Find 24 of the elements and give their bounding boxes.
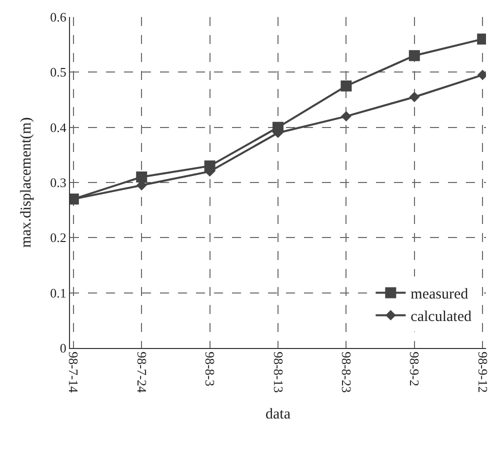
x-axis-title: data [266,406,291,422]
x-tick-label: 98-9-12 [475,352,490,393]
legend-label: measured [410,286,469,303]
y-tick-label: 0 [60,340,66,356]
point [408,50,420,62]
legend-label: calculated [410,309,472,326]
y-tick-label: 0.6 [50,10,67,25]
y-tick-label: 0.5 [50,64,66,80]
point [341,111,352,122]
point [477,70,486,80]
y-axis-title: max.displacement(m) [18,117,34,248]
x-tick-label: 98-7-14 [66,352,82,394]
y-tick-label: 0.2 [50,230,66,246]
x-tick-label: 98-8-3 [202,352,218,386]
y-tick-label: 0.1 [50,285,66,300]
x-tick-label: 98-9-2 [407,352,422,386]
x-tick-label: 98-8-13 [270,352,286,393]
y-tick-label: 0.4 [50,120,67,135]
point [136,171,148,182]
x-tick-label: 98-8-23 [338,352,354,393]
y-tick-label: 0.3 [50,175,66,190]
point [340,80,352,92]
point [409,92,420,102]
x-tick-label: 98-7-24 [134,352,150,394]
